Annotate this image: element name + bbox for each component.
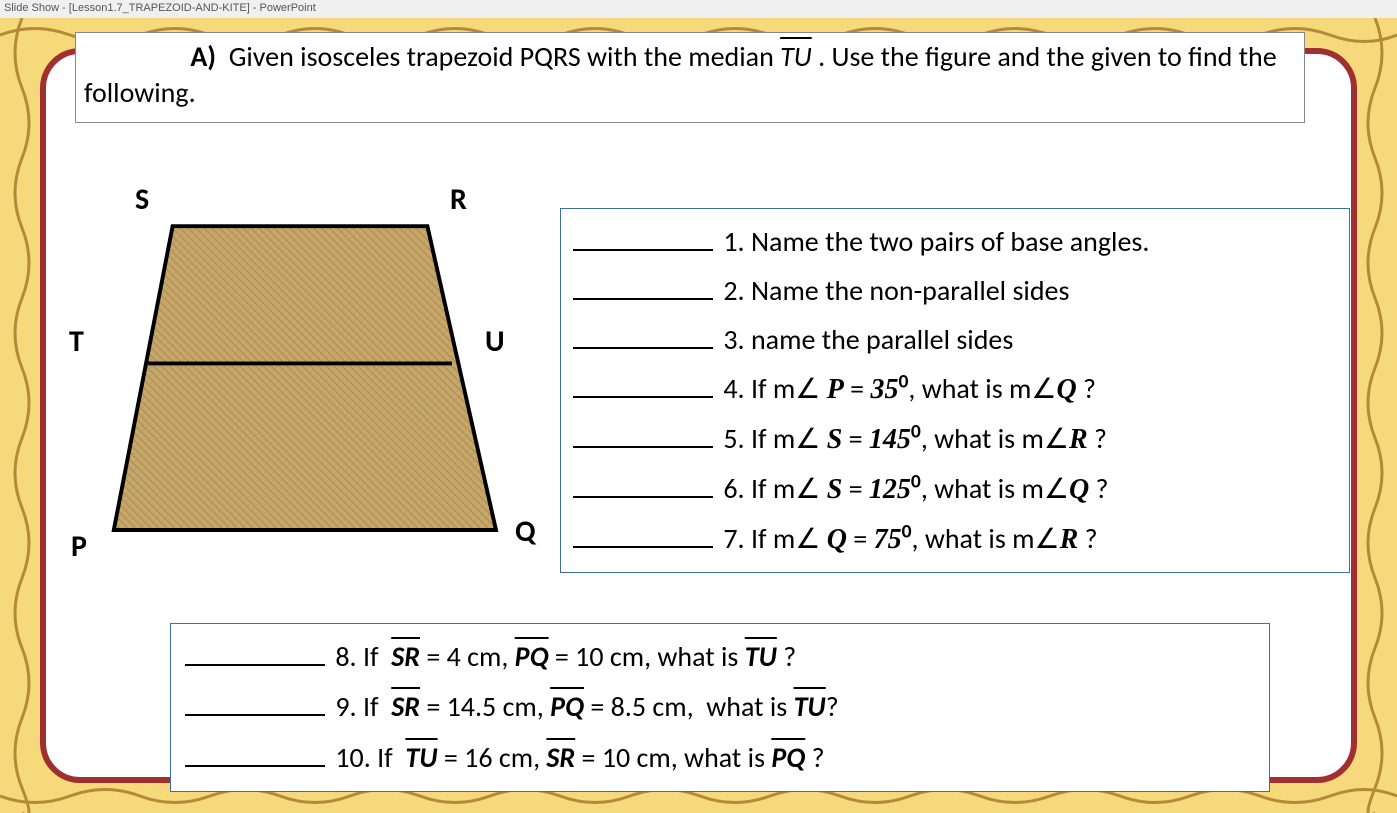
- question-row: 7. If m∠ Q = 750, what is m∠R ?: [573, 514, 1337, 564]
- vertex-U: U: [485, 323, 505, 360]
- window-titlebar: Slide Show - [Lesson1.7_TRAPEZOID-AND-KI…: [0, 0, 1397, 18]
- prompt-box: A) Given isosceles trapezoid PQRS with t…: [75, 32, 1305, 123]
- answer-blank[interactable]: [573, 298, 713, 300]
- answer-blank[interactable]: [573, 446, 713, 448]
- answer-blank[interactable]: [185, 714, 325, 716]
- vertex-P: P: [71, 528, 87, 565]
- border-wave-left: [4, 18, 40, 813]
- answer-blank[interactable]: [573, 546, 713, 548]
- question-row: 5. If m∠ S = 1450, what is m∠R ?: [573, 414, 1337, 464]
- question-row: 10. If TU = 16 cm, SR = 10 cm, what is P…: [185, 733, 1255, 783]
- vertex-R: R: [450, 181, 467, 218]
- answer-blank[interactable]: [185, 765, 325, 767]
- question-row: 8. If SR = 4 cm, PQ = 10 cm, what is TU …: [185, 632, 1255, 682]
- vertex-Q: Q: [515, 513, 536, 550]
- border-wave-right: [1357, 18, 1393, 813]
- question-row: 3. name the parallel sides: [573, 315, 1337, 364]
- answer-blank[interactable]: [573, 396, 713, 398]
- prompt-text-1: Given isosceles trapezoid PQRS with the …: [229, 39, 774, 74]
- question-row: 1. Name the two pairs of base angles.: [573, 217, 1337, 266]
- questions-1-7: 1. Name the two pairs of base angles. 2.…: [560, 208, 1350, 573]
- prompt-median: TU: [780, 39, 812, 74]
- answer-blank[interactable]: [573, 496, 713, 498]
- prompt-label: A): [190, 39, 216, 74]
- question-row: 6. If m∠ S = 1250, what is m∠Q ?: [573, 464, 1337, 514]
- question-row: 2. Name the non-parallel sides: [573, 266, 1337, 315]
- answer-blank[interactable]: [573, 347, 713, 349]
- trapezoid-figure: S R T U P Q: [55, 183, 545, 583]
- vertex-T: T: [69, 323, 84, 360]
- answer-blank[interactable]: [185, 664, 325, 666]
- answer-blank[interactable]: [573, 249, 713, 251]
- vertex-S: S: [135, 181, 149, 218]
- slide-frame: A) Given isosceles trapezoid PQRS with t…: [0, 18, 1397, 813]
- question-row: 9. If SR = 14.5 cm, PQ = 8.5 cm, what is…: [185, 682, 1255, 732]
- questions-8-10: 8. If SR = 4 cm, PQ = 10 cm, what is TU …: [170, 623, 1270, 792]
- question-row: 4. If m∠ P = 350, what is m∠Q ?: [573, 364, 1337, 414]
